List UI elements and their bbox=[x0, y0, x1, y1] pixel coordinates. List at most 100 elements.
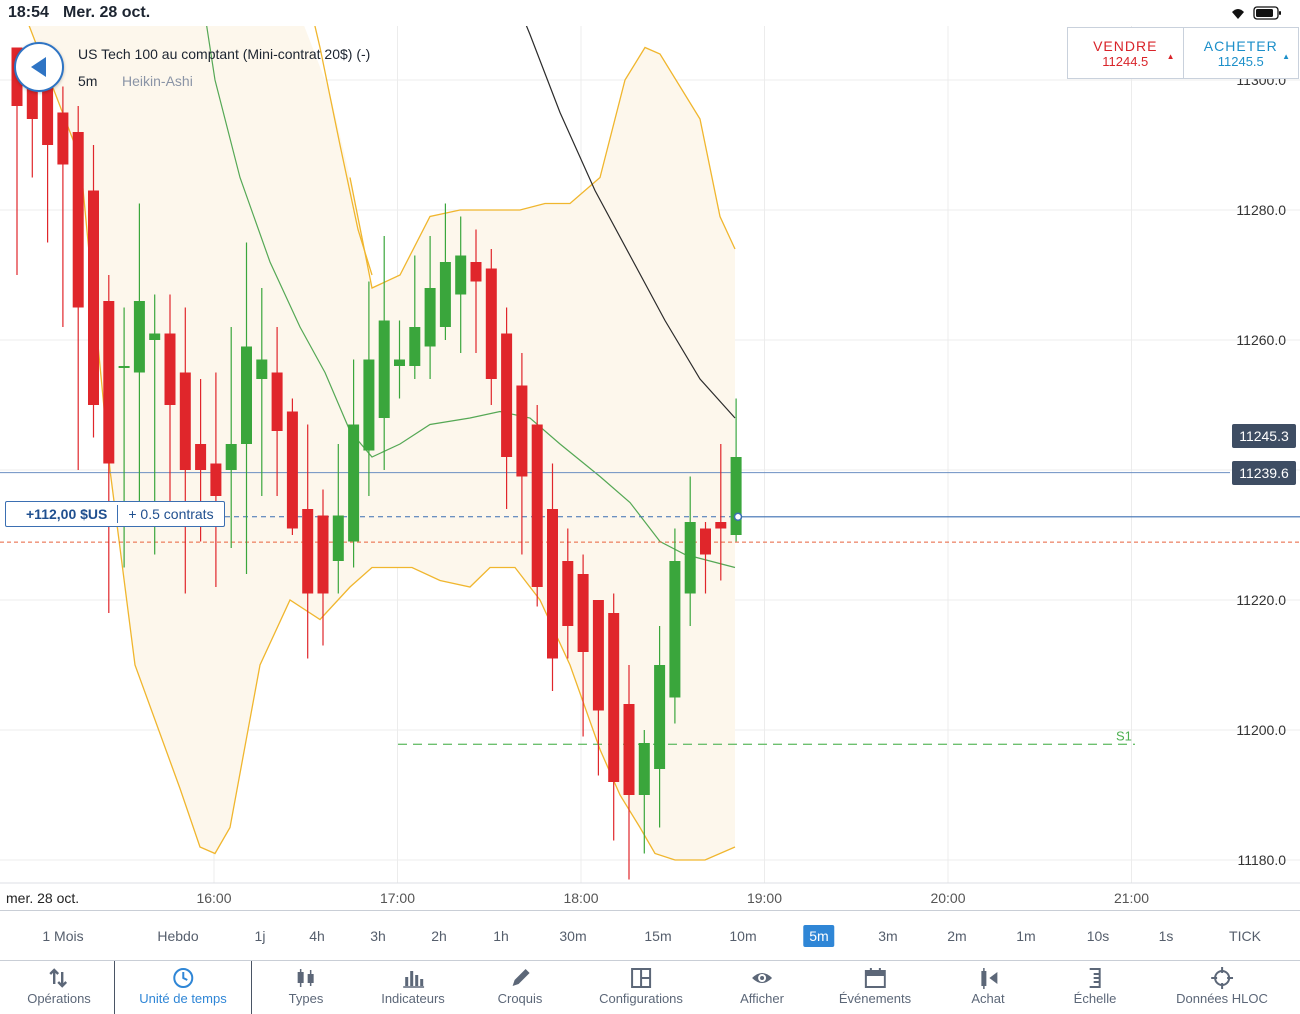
price-chart[interactable]: S111300.011280.011260.011220.011200.0111… bbox=[0, 26, 1300, 910]
candle[interactable] bbox=[577, 554, 589, 737]
timeframe-1s[interactable]: 1s bbox=[1158, 928, 1174, 944]
sell-price: 11244.5 bbox=[1102, 54, 1149, 69]
candle[interactable] bbox=[179, 307, 191, 594]
candle[interactable] bbox=[271, 327, 283, 496]
back-button[interactable] bbox=[14, 42, 64, 92]
candle[interactable] bbox=[103, 275, 115, 613]
candle[interactable] bbox=[531, 405, 543, 607]
candles bbox=[11, 47, 742, 880]
bars-icon bbox=[403, 971, 424, 988]
scale-icon bbox=[1089, 968, 1101, 988]
candle[interactable] bbox=[623, 665, 635, 880]
bollinger-upper bbox=[349, 46, 736, 289]
candle[interactable] bbox=[72, 106, 84, 470]
long-moving-average-line bbox=[525, 26, 736, 419]
candle[interactable] bbox=[547, 463, 558, 692]
pencil-icon bbox=[512, 969, 530, 986]
candle[interactable] bbox=[332, 444, 344, 594]
candle[interactable] bbox=[409, 255, 421, 380]
toolbar-label: Opérations bbox=[27, 991, 91, 1006]
wifi-battery-icon bbox=[1232, 6, 1281, 20]
timeframe-tick[interactable]: TICK bbox=[1229, 928, 1261, 944]
timeframe-1j[interactable]: 1j bbox=[254, 928, 266, 944]
timeframe-15m[interactable]: 15m bbox=[644, 928, 672, 944]
toolbar-indicators-button[interactable]: Indicateurs bbox=[381, 961, 445, 1014]
candle[interactable] bbox=[470, 229, 482, 354]
toolbar-label: Types bbox=[288, 991, 324, 1006]
toolbar-scale-button[interactable]: Échelle bbox=[1074, 961, 1116, 1014]
timeframe-3h[interactable]: 3h bbox=[370, 928, 386, 944]
candle[interactable] bbox=[501, 307, 513, 510]
timeframe-2m[interactable]: 2m bbox=[947, 928, 967, 944]
candle[interactable] bbox=[592, 600, 604, 776]
timeframe-10s[interactable]: 10s bbox=[1086, 928, 1110, 944]
sell-button[interactable]: VENDRE 11244.5 ▲ bbox=[1068, 28, 1183, 78]
candle[interactable] bbox=[608, 593, 620, 841]
toolbar-hloc-button[interactable]: Données HLOC bbox=[1176, 961, 1268, 1014]
candle[interactable] bbox=[363, 281, 375, 497]
timeframe-3m[interactable]: 3m bbox=[878, 928, 898, 944]
timeframe-4h[interactable]: 4h bbox=[309, 928, 325, 944]
candle[interactable] bbox=[256, 288, 268, 496]
layout-icon bbox=[630, 968, 651, 988]
candle[interactable] bbox=[485, 249, 497, 405]
candle[interactable] bbox=[348, 359, 360, 568]
candle[interactable] bbox=[684, 476, 696, 627]
timeframe-5m[interactable]: 5m bbox=[803, 925, 835, 947]
instrument-timeframe: 5m bbox=[78, 73, 98, 89]
timeframe-1-mois[interactable]: 1 Mois bbox=[42, 928, 84, 944]
toolbar-label: Indicateurs bbox=[381, 991, 445, 1006]
candle[interactable] bbox=[424, 236, 436, 379]
candle[interactable] bbox=[669, 528, 681, 724]
candle[interactable] bbox=[241, 242, 252, 575]
timeframe-1h[interactable]: 1h bbox=[493, 928, 509, 944]
candle[interactable] bbox=[394, 320, 405, 399]
candle[interactable] bbox=[654, 626, 666, 828]
position-badge[interactable]: +112,00 $US + 0.5 contrats bbox=[5, 501, 225, 527]
candle[interactable] bbox=[516, 353, 528, 555]
candle[interactable] bbox=[57, 86, 69, 328]
timeframe-2h[interactable]: 2h bbox=[431, 928, 447, 944]
candle[interactable] bbox=[700, 522, 711, 594]
timeframe-hebdo[interactable]: Hebdo bbox=[157, 928, 199, 944]
candle[interactable] bbox=[378, 236, 390, 470]
crosshair-icon bbox=[1211, 967, 1233, 989]
candle[interactable] bbox=[715, 444, 727, 581]
timeframe-1m[interactable]: 1m bbox=[1016, 928, 1036, 944]
toolbar-configurations-button[interactable]: Configurations bbox=[599, 961, 683, 1014]
candle[interactable] bbox=[439, 203, 451, 341]
candle[interactable] bbox=[88, 145, 99, 438]
toolbar-display-button[interactable]: Afficher bbox=[740, 961, 784, 1014]
y-tick-label: 11280.0 bbox=[1236, 202, 1286, 218]
buy-button[interactable]: ACHETER 11245.5 ▲ bbox=[1182, 28, 1299, 78]
candle[interactable] bbox=[302, 424, 314, 659]
bollinger-lower bbox=[28, 26, 736, 861]
sell-arrow-icon: ▲ bbox=[1166, 52, 1175, 61]
timeframe-10m[interactable]: 10m bbox=[729, 928, 757, 944]
toolbar-operations-button[interactable]: Opérations bbox=[27, 961, 91, 1014]
candle[interactable] bbox=[225, 327, 237, 548]
candle[interactable] bbox=[638, 730, 650, 854]
x-tick-label: 21:00 bbox=[1114, 890, 1149, 906]
candle[interactable] bbox=[455, 216, 467, 354]
toolbar-types-button[interactable]: Types bbox=[288, 961, 324, 1014]
candle[interactable] bbox=[164, 294, 176, 503]
last-price-marker bbox=[733, 512, 743, 522]
toolbar-purchase-button[interactable]: Achat bbox=[971, 961, 1005, 1014]
status-bar: 18:54 Mer. 28 oct. bbox=[0, 0, 1300, 26]
line-price-tag: 11239.6 bbox=[1232, 461, 1296, 485]
x-tick-label: 19:00 bbox=[747, 890, 782, 906]
candle[interactable] bbox=[210, 372, 222, 588]
candle[interactable] bbox=[133, 203, 145, 523]
status-date: Mer. 28 oct. bbox=[63, 4, 151, 21]
candle[interactable] bbox=[562, 528, 574, 659]
candle[interactable] bbox=[317, 489, 329, 646]
timeframe-30m[interactable]: 30m bbox=[559, 928, 587, 944]
candle[interactable] bbox=[286, 398, 298, 536]
toolbar-unit-time-button[interactable]: Unité de temps bbox=[139, 961, 227, 1014]
toolbar-events-button[interactable]: Événements bbox=[839, 961, 911, 1014]
buy-arrow-icon: ▲ bbox=[1282, 52, 1290, 61]
toolbar-label: Croquis bbox=[497, 991, 543, 1006]
toolbar-sketch-button[interactable]: Croquis bbox=[497, 961, 543, 1014]
position-quantity: + 0.5 contrats bbox=[128, 506, 214, 522]
